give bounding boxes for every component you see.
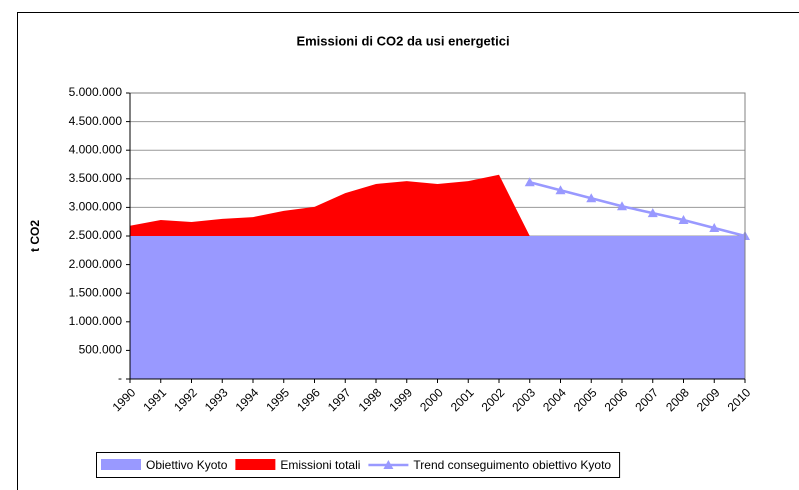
marker [524,177,535,187]
line [529,181,746,238]
y-tick-label: 5.000.000 [69,85,123,99]
legend-swatch [235,459,276,470]
y-axis-label: t CO2 [28,220,42,252]
y-tick-label: 500.000 [79,343,123,357]
legend-label: Obiettivo Kyoto [146,458,228,472]
marker [586,193,597,203]
chart-title: Emissioni di CO2 da usi energetici [296,33,509,48]
legend: Obiettivo Kyoto Emissioni totali Trend con… [96,452,621,478]
legend-box [96,452,621,478]
legend-swatch [101,459,141,470]
area [130,236,745,379]
marker [678,214,689,224]
y-tick-label: 3.000.000 [69,200,123,214]
y-tick-label: 1.000.000 [69,314,123,328]
y-tick-label: - [118,371,122,385]
legend-label: Emissioni totali [280,458,360,472]
y-tick-label: 2.500.000 [69,228,123,242]
marker [555,185,566,195]
y-tick-label: 1.500.000 [69,285,123,299]
y-tick-label: 2.000.000 [69,257,123,271]
legend-marker [383,460,394,469]
y-tick-label: 4.500.000 [69,114,123,128]
marker [617,201,627,211]
legend-label: Trend conseguimento obiettivo Kyoto [413,458,611,472]
marker [647,208,658,218]
marker [709,222,720,232]
y-tick-label: 4.000.000 [69,142,123,156]
y-tick-label: 3.500.000 [69,171,123,185]
